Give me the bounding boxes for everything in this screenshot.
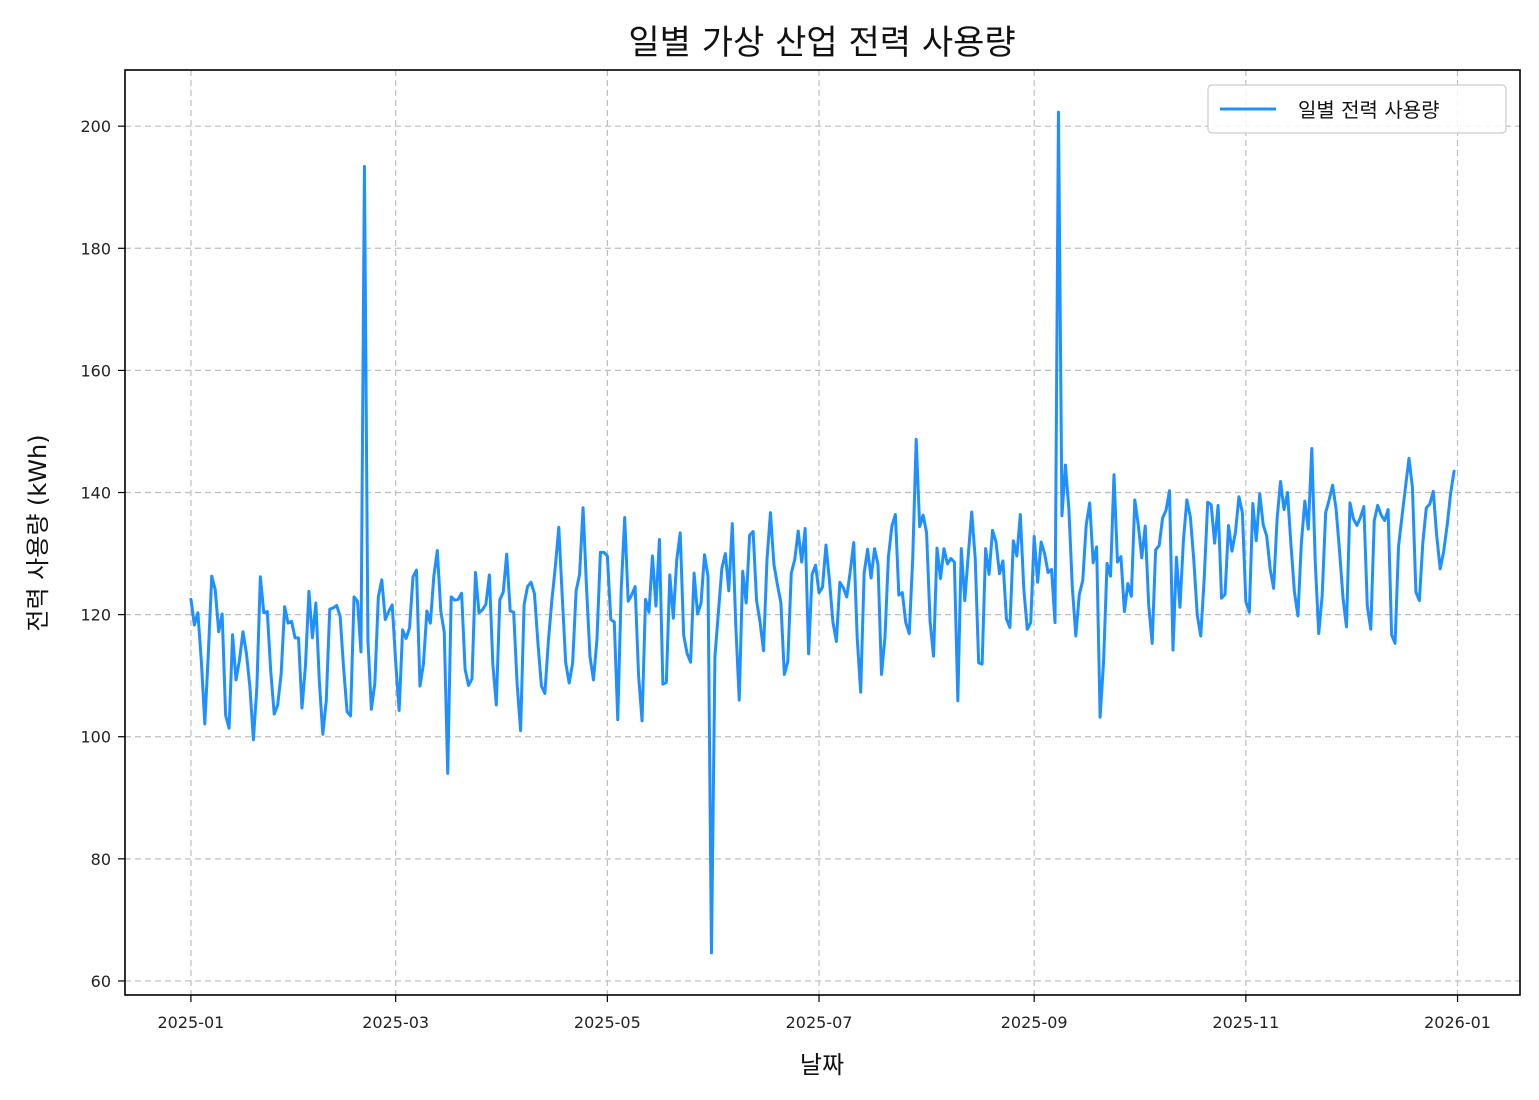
y-tick-label: 180: [80, 239, 111, 258]
y-axis-ticks: 60 80 100 120 140 160 180 200: [80, 117, 125, 991]
x-tick-label: 2025-11: [1212, 1013, 1279, 1032]
y-tick-label: 200: [80, 117, 111, 136]
series-line-daily-usage: [189, 110, 1456, 955]
y-tick-label: 60: [91, 972, 111, 991]
y-tick-label: 140: [80, 484, 111, 503]
legend-label: 일별 전력 사용량: [1298, 98, 1440, 122]
legend: 일별 전력 사용량: [1207, 84, 1507, 134]
legend-box: [1207, 84, 1507, 134]
y-tick-label: 160: [80, 361, 111, 380]
plot-frame: [124, 69, 1521, 996]
x-tick-label: 2025-03: [362, 1013, 429, 1032]
chart-title: 일별 가상 산업 전력 사용량: [628, 23, 1015, 63]
y-tick-label: 80: [91, 850, 111, 869]
x-axis-label: 날짜: [800, 1051, 844, 1079]
x-tick-label: 2026-01: [1424, 1013, 1491, 1032]
x-tick-label: 2025-01: [158, 1013, 225, 1032]
series-layer: [189, 110, 1456, 955]
y-tick-label: 120: [80, 606, 111, 625]
x-tick-label: 2025-07: [786, 1013, 853, 1032]
x-axis-ticks: 2025-01 2025-03 2025-05 2025-07 2025-09 2025-…: [158, 995, 1491, 1032]
x-tick-label: 2025-05: [574, 1013, 641, 1032]
x-tick-label: 2025-09: [1001, 1013, 1068, 1032]
y-tick-label: 100: [80, 728, 111, 747]
y-axis-label: 전력 사용량 (kWh): [24, 434, 52, 631]
